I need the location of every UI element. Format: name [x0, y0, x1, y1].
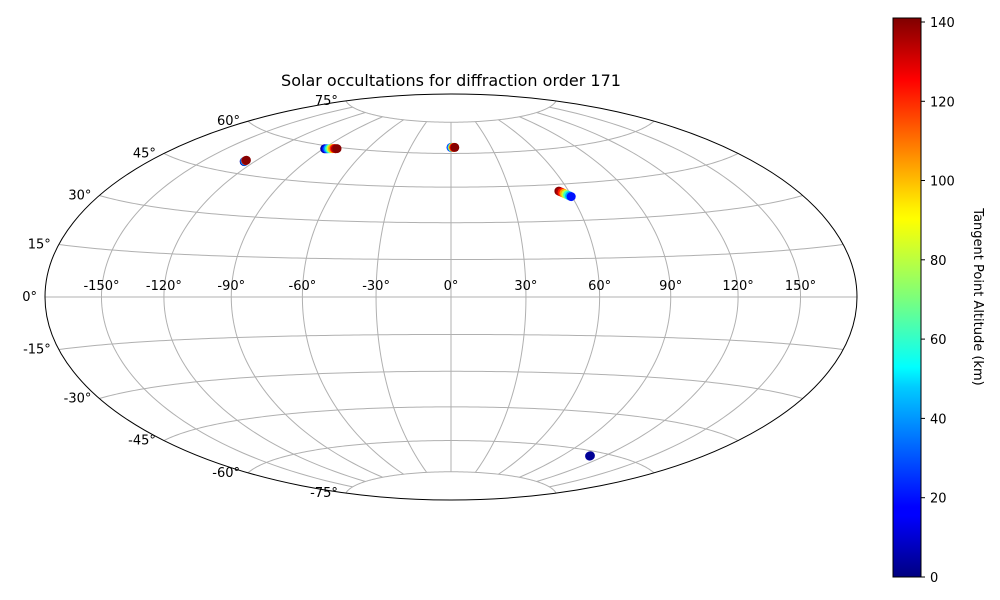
parallel-line	[163, 153, 739, 188]
colorbar-label: Tangent Point Altitude (km)	[970, 207, 985, 385]
scatter-point	[332, 144, 342, 154]
scatter-point	[241, 155, 251, 165]
scatter-point	[450, 142, 460, 152]
parallel-line	[247, 120, 655, 154]
longitude-tick-label: 0°	[444, 279, 459, 294]
longitude-tick-label: -90°	[217, 279, 245, 294]
map-boundary	[44, 93, 858, 501]
latitude-tick-label: -45°	[128, 434, 156, 449]
parallel-line	[99, 195, 803, 224]
parallel-line	[247, 440, 655, 474]
scatter-points	[239, 142, 595, 461]
parallel-line	[345, 100, 557, 123]
colorbar: 0 20 40 60 80 100 120 140 Tangent Point Altitud…	[892, 16, 985, 586]
latitude-tick-label: 75°	[315, 94, 338, 109]
parallel-line	[345, 471, 557, 494]
parallel-line	[58, 333, 844, 351]
latitude-tick-label: 30°	[68, 189, 91, 204]
colorbar-tick-label: 60	[930, 333, 947, 348]
scatter-point	[585, 451, 595, 461]
latitude-tick-label: 0°	[22, 290, 37, 305]
longitude-tick-label: 30°	[514, 279, 537, 294]
colorbar-ticks: 0 20 40 60 80 100 120 140	[921, 16, 955, 586]
colorbar-tick-label: 20	[930, 492, 947, 507]
longitude-tick-label: 120°	[722, 279, 753, 294]
colorbar-tick-label: 0	[930, 571, 938, 586]
colorbar-tick-label: 100	[930, 175, 955, 190]
map-grid	[45, 100, 857, 494]
latitude-tick-label: -30°	[64, 392, 92, 407]
longitude-tick-label: 150°	[785, 279, 816, 294]
colorbar-tick-label: 140	[930, 16, 955, 31]
colorbar-tick-label: 120	[930, 95, 955, 110]
latitude-tick-label: 15°	[28, 238, 51, 253]
latitude-tick-label: 60°	[217, 114, 240, 129]
latitude-tick-label: -60°	[212, 466, 240, 481]
longitude-tick-label: -150°	[83, 279, 119, 294]
colorbar-gradient	[892, 17, 922, 578]
parallel-line	[99, 370, 803, 399]
longitude-tick-labels: -150° -120° -90° -60° -30° 0° 30° 60° 90° 120° 150…	[83, 279, 816, 294]
scatter-point	[566, 192, 576, 202]
longitude-tick-label: -30°	[362, 279, 390, 294]
colorbar-tick-label: 40	[930, 412, 947, 427]
longitude-tick-label: 60°	[588, 279, 611, 294]
chart-title: Solar occultations for diffraction order…	[281, 71, 621, 90]
longitude-tick-label: -120°	[146, 279, 182, 294]
latitude-tick-label: -75°	[310, 486, 338, 501]
latitude-tick-label: -15°	[23, 343, 51, 358]
latitude-tick-label: 45°	[133, 147, 156, 162]
colorbar-tick-label: 80	[930, 254, 947, 269]
longitude-tick-label: 90°	[659, 279, 682, 294]
parallel-line	[163, 406, 739, 441]
longitude-tick-label: -60°	[289, 279, 317, 294]
parallel-line	[58, 243, 844, 261]
latitude-tick-labels: -75° -60° -45° -30° -15° 0° 15° 30° 45° 60° 75°	[22, 94, 338, 501]
